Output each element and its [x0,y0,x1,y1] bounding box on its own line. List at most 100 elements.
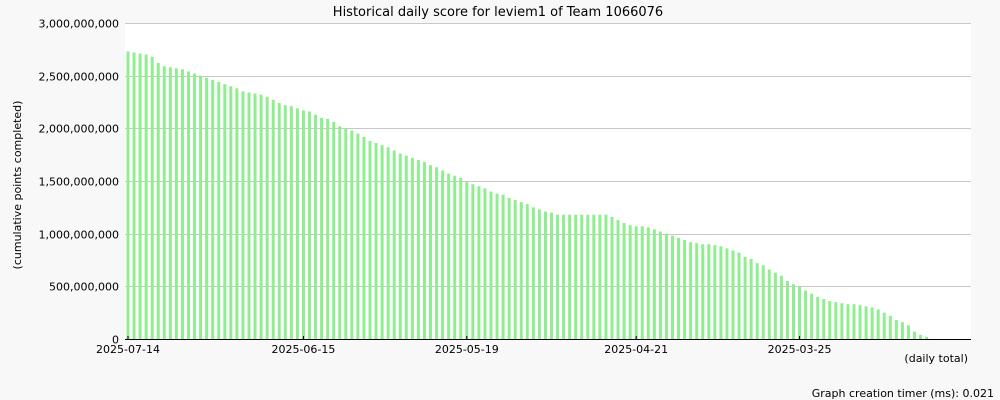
axes [125,336,971,340]
bar [332,122,336,339]
y-axis-label: (cumulative points completed) [11,101,24,270]
bar [471,184,475,339]
bar [465,182,469,339]
bar [422,162,426,339]
bar [598,214,602,339]
bar [677,237,681,339]
bar [156,63,160,339]
chart-title: Historical daily score for leviem1 of Te… [333,5,663,20]
bar [398,153,402,339]
y-tick-label: 500,000,000 [49,281,119,294]
bar [731,250,735,339]
bar [816,296,820,339]
bar [283,105,287,339]
bar [308,111,311,339]
bar [913,331,916,339]
bar [804,290,808,339]
bar [537,209,541,339]
bar [362,136,366,339]
bar [392,150,396,339]
bar [338,126,342,339]
bar [525,204,529,339]
bar [150,56,154,340]
bar [906,325,910,339]
bar [217,81,221,340]
bar [241,91,245,339]
bar [658,231,662,339]
bar [199,75,203,340]
bar [858,305,862,339]
bar [247,92,251,340]
bar [610,216,614,339]
bar [695,243,699,339]
graph-timer-footer: Graph creation timer (ms): 0.021 [812,387,994,400]
bar [755,263,759,339]
bar [574,214,578,339]
bar [271,99,275,339]
bar [683,239,687,339]
bar [404,155,408,339]
y-tick-label: 0 [112,334,119,347]
bar [828,301,832,339]
bar [253,93,257,339]
bar [453,175,457,339]
bar [193,73,197,339]
bar [447,173,451,339]
bar [187,71,190,339]
bar [779,275,783,339]
bar [743,256,747,339]
bar [840,303,844,339]
bar [356,133,360,339]
bar [773,272,777,339]
bars [126,51,929,340]
bar [882,312,886,339]
bar [277,103,281,339]
bar [295,108,299,339]
bar [314,114,318,339]
bar [888,315,892,339]
bar [550,212,553,339]
bar [604,214,608,339]
bar [144,54,148,339]
bar [289,106,293,340]
bar [429,165,432,339]
bar [556,214,560,339]
bar [180,69,184,339]
bar [689,242,693,339]
bar [374,143,378,339]
bar [864,306,868,339]
x-tick-label: 2025-04-21 [604,343,668,356]
bar [870,307,874,339]
bar [846,304,850,339]
x-tick-label: 2025-06-15 [271,343,335,356]
bar [568,214,572,339]
bar [205,77,209,340]
bar [646,227,650,339]
bar [640,226,644,339]
bar [410,157,414,339]
y-tick-labels: 0 500,000,000 1,000,000,000 1,500,000,000 2,… [39,18,119,347]
bar [211,79,215,339]
bar [513,199,517,339]
bar [701,244,705,339]
bar [919,334,923,339]
bar [822,298,826,339]
bar [761,265,765,339]
bar [652,229,656,339]
bar [126,51,130,339]
bar [876,309,880,339]
bar [235,88,239,339]
x-tick-label: 2025-03-25 [768,343,832,356]
bar [168,67,172,340]
bar [416,159,420,339]
bar [344,128,348,339]
x-axis-label: (daily total) [904,352,968,365]
bar [519,202,523,339]
bar [925,336,929,339]
bar [628,225,632,339]
y-tick-label: 2,000,000,000 [39,123,119,136]
bar [719,246,723,339]
bar [501,194,505,339]
